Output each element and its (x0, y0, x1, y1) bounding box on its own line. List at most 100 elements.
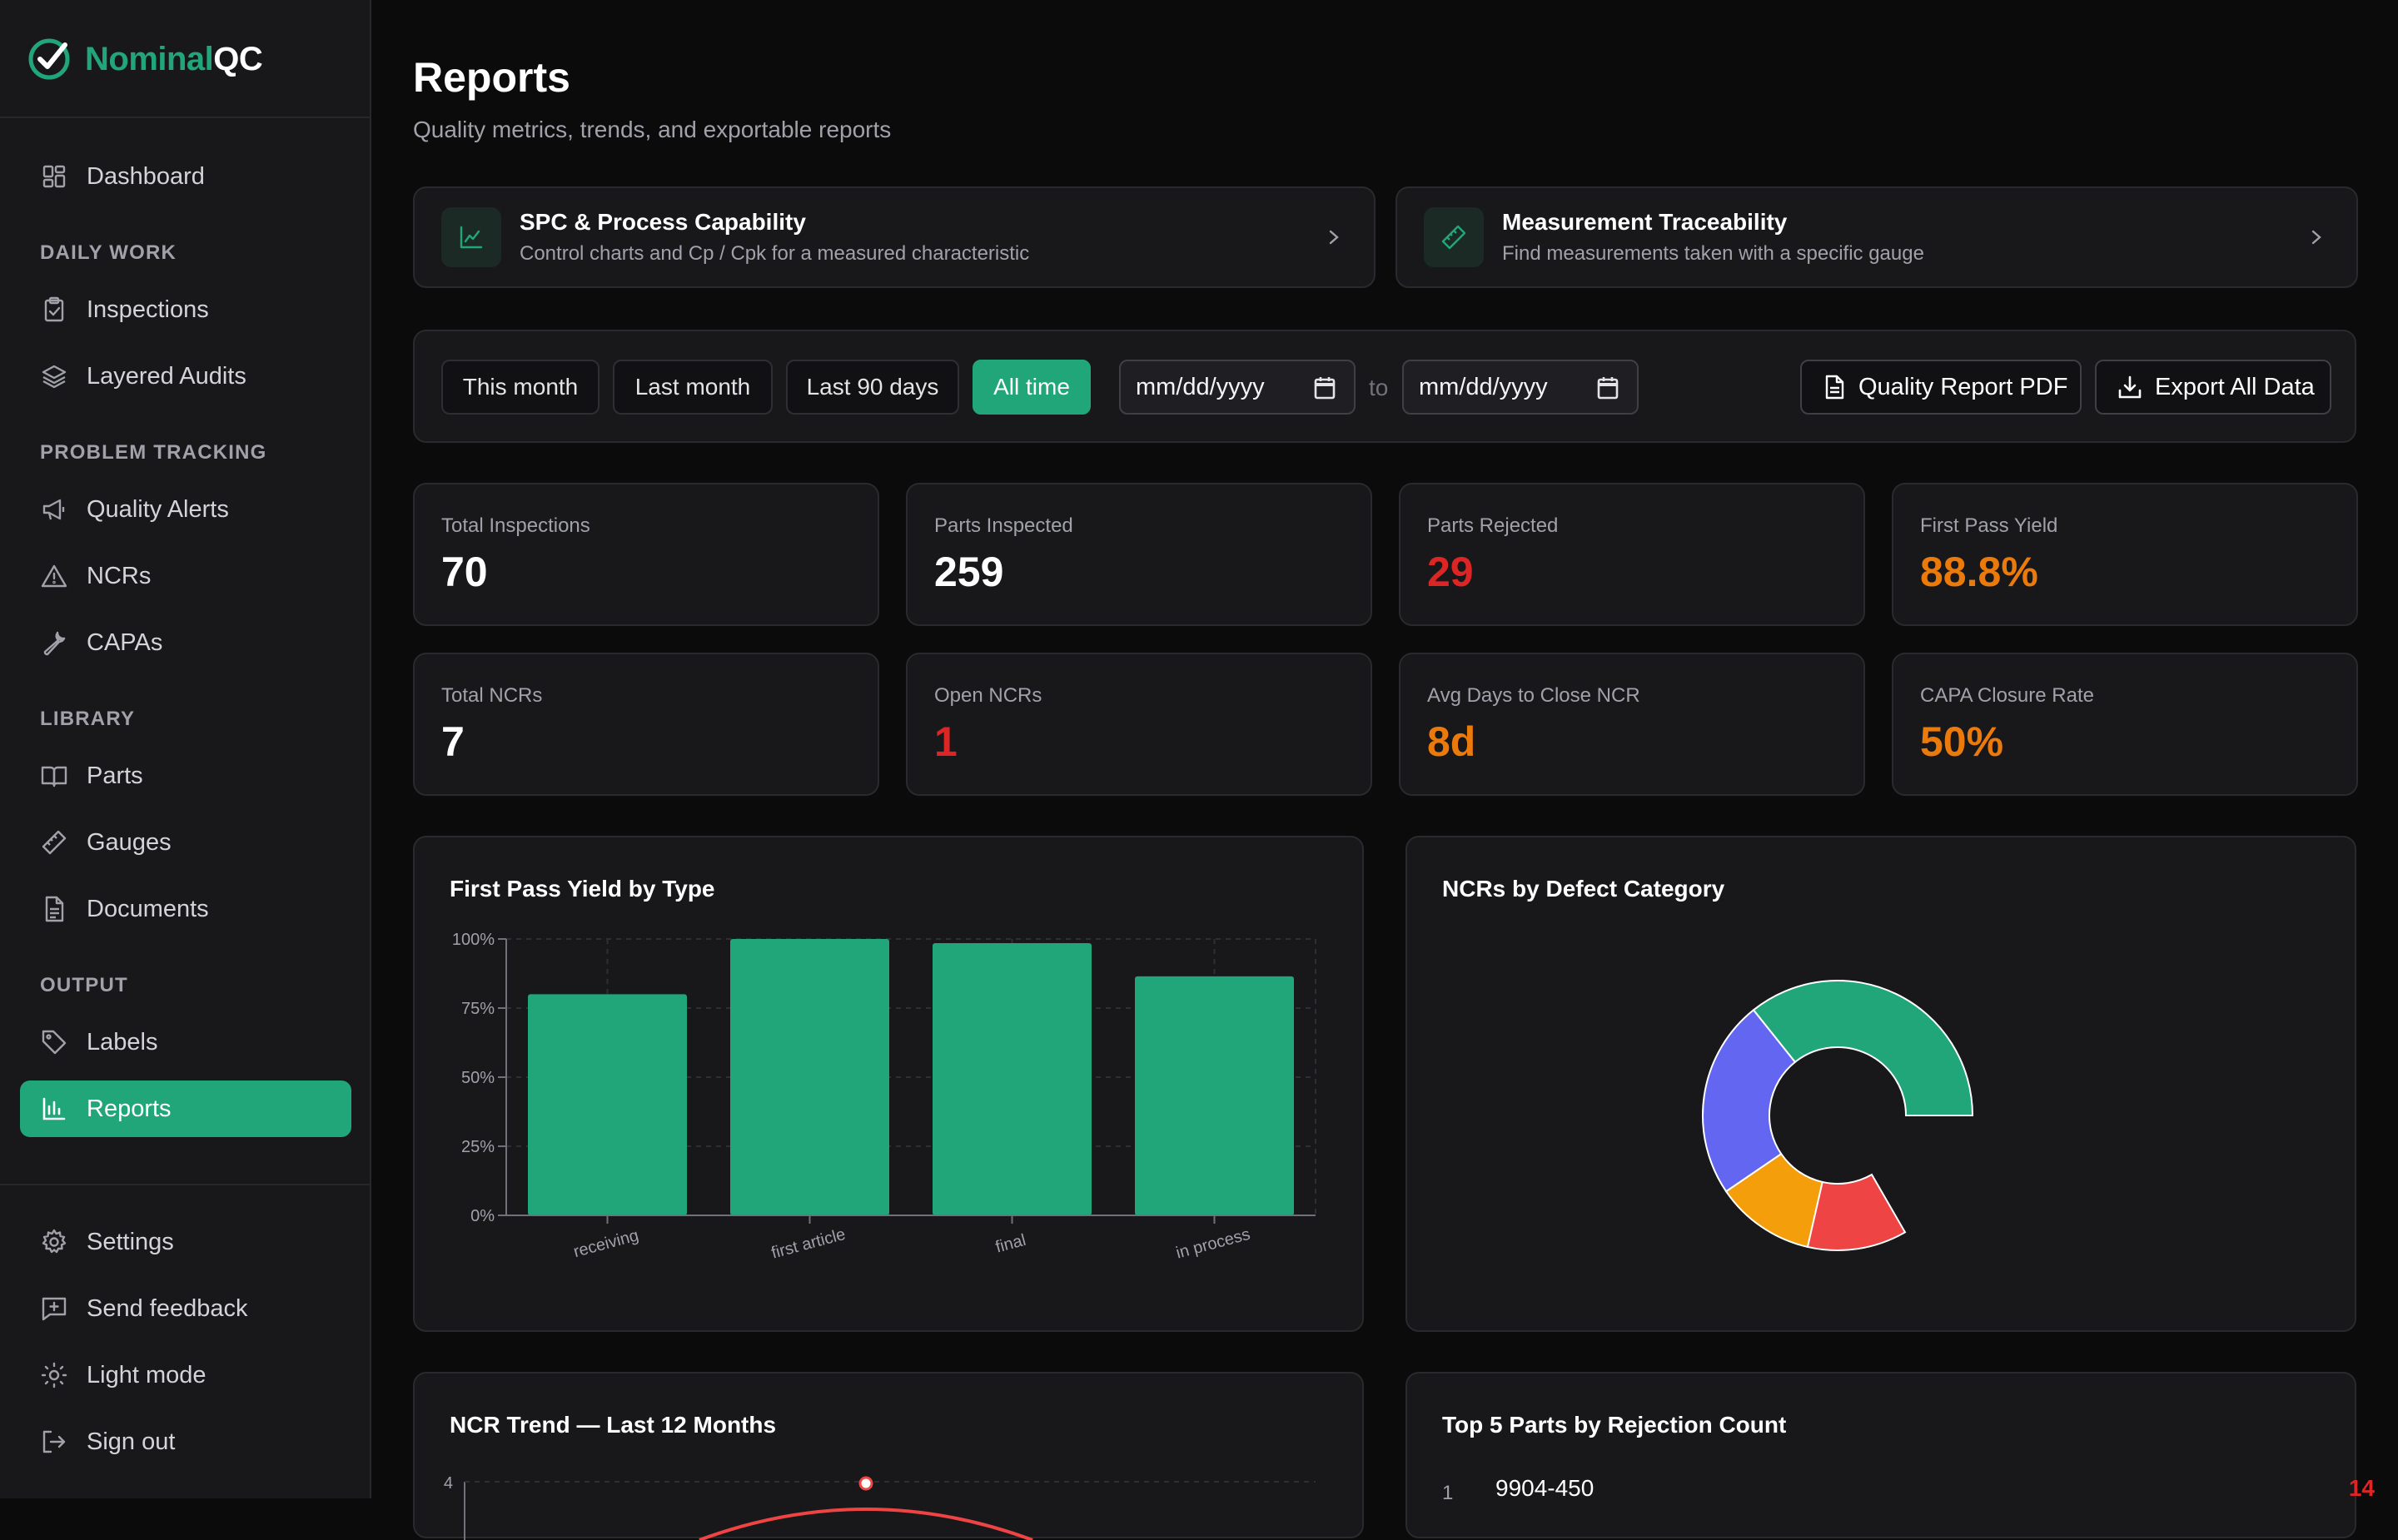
check-circle-logo-icon (27, 37, 72, 82)
filter-bar: This month Last month Last 90 days All t… (413, 330, 2356, 443)
sidebar-item-label: Dashboard (87, 162, 205, 190)
filter-all-time[interactable]: All time (973, 360, 1091, 415)
rank: 1 (1442, 1482, 1454, 1504)
bar-chart-icon (40, 1095, 68, 1123)
sidebar-item-label: NCRs (87, 562, 152, 589)
app-name-part2: QC (213, 40, 263, 77)
stat-total-inspections: Total Inspections 70 (413, 483, 879, 626)
stat-value: 8d (1427, 718, 1476, 765)
sidebar-item-layered-audits[interactable]: Layered Audits (20, 348, 351, 405)
stat-value: 50% (1920, 718, 2004, 765)
ncr-trend-panel: NCR Trend — Last 12 Months 4 (413, 1372, 1364, 1540)
stat-avg-days-to-close: Avg Days to Close NCR 8d (1399, 653, 1865, 796)
chevron-right-icon (2306, 225, 2326, 250)
sidebar-item-labels[interactable]: Labels (20, 1014, 351, 1071)
section-problem-tracking: PROBLEM TRACKING (40, 441, 267, 464)
trend-point (858, 1476, 873, 1491)
stat-total-ncrs: Total NCRs 7 (413, 653, 879, 796)
sidebar-item-label: Labels (87, 1028, 158, 1056)
y-tick-label: 0% (470, 1207, 495, 1225)
sidebar-item-label: Sign out (87, 1428, 176, 1455)
stat-value: 259 (934, 549, 1004, 595)
x-tick-label: final (993, 1231, 1027, 1257)
stat-open-ncrs: Open NCRs 1 (906, 653, 1372, 796)
sidebar-item-documents[interactable]: Documents (20, 881, 351, 937)
stat-label: First Pass Yield (1920, 514, 2058, 537)
date-to-input[interactable]: mm/dd/yyyy (1402, 360, 1639, 415)
quality-report-pdf-button[interactable]: Quality Report PDF (1800, 360, 2082, 415)
sidebar-item-capas[interactable]: CAPAs (20, 614, 351, 671)
filter-last-90-days[interactable]: Last 90 days (786, 360, 959, 415)
stat-value: 7 (441, 718, 465, 765)
sidebar-item-parts[interactable]: Parts (20, 748, 351, 804)
measurement-traceability-card[interactable]: Measurement Traceability Find measuremen… (1396, 186, 2358, 288)
filter-this-month[interactable]: This month (441, 360, 600, 415)
stat-value: 88.8% (1920, 549, 2038, 595)
tag-icon (40, 1028, 68, 1056)
filter-last-month[interactable]: Last month (613, 360, 773, 415)
wrench-icon (40, 628, 68, 657)
stat-label: CAPA Closure Rate (1920, 684, 2094, 707)
stat-parts-inspected: Parts Inspected 259 (906, 483, 1372, 626)
sidebar-item-label: Settings (87, 1228, 174, 1255)
sun-icon (40, 1361, 68, 1389)
sidebar-divider-bottom (0, 1184, 371, 1185)
calendar-icon[interactable] (1595, 375, 1620, 401)
top-parts-panel: Top 5 Parts by Rejection Count 1 9904-45… (1405, 1372, 2375, 1538)
sidebar-item-ncrs[interactable]: NCRs (20, 548, 351, 604)
rejection-count: 14 (2348, 1475, 2375, 1501)
chevron-right-icon (1324, 225, 1344, 250)
brand[interactable]: NominalQC (27, 37, 263, 82)
y-tick-label: 50% (461, 1069, 495, 1087)
y-tick-label: 25% (461, 1138, 495, 1156)
sidebar-item-settings[interactable]: Settings (20, 1214, 351, 1270)
sidebar-item-inspections[interactable]: Inspections (20, 281, 351, 338)
y-tick-label: 4 (444, 1474, 453, 1493)
spc-process-capability-card[interactable]: SPC & Process Capability Control charts … (413, 186, 1376, 288)
app-name-part1: Nominal (85, 40, 214, 77)
date-from-value: mm/dd/yyyy (1136, 373, 1265, 400)
grid-icon (40, 162, 68, 191)
ncr-defect-donut-chart (1702, 980, 1974, 1251)
stat-first-pass-yield: First Pass Yield 88.8% (1892, 483, 2358, 626)
x-tick-label: receiving (571, 1226, 640, 1261)
app-name: NominalQC (85, 40, 263, 78)
spc-description: Control charts and Cp / Cpk for a measur… (520, 242, 1030, 265)
sidebar-item-label: Parts (87, 762, 143, 789)
panel-title: Top 5 Parts by Rejection Count (1442, 1412, 1787, 1438)
sidebar-item-gauges[interactable]: Gauges (20, 814, 351, 871)
stat-value: 29 (1427, 549, 1474, 595)
sidebar: NominalQC Dashboard DAILY WORK Inspectio… (0, 0, 371, 1498)
stat-label: Avg Days to Close NCR (1427, 684, 1640, 707)
sidebar-item-label: Inspections (87, 296, 209, 323)
sidebar-item-sign-out[interactable]: Sign out (20, 1413, 351, 1470)
sidebar-item-reports[interactable]: Reports (20, 1080, 351, 1137)
page-title: Reports (413, 54, 570, 101)
date-from-input[interactable]: mm/dd/yyyy (1119, 360, 1356, 415)
traceability-description: Find measurements taken with a specific … (1502, 242, 1924, 265)
sidebar-item-label: Gauges (87, 828, 172, 856)
export-all-data-button[interactable]: Export All Data (2095, 360, 2331, 415)
ncr-trend-line-chart: 4 (444, 1474, 1316, 1540)
donut-slice-4 (1806, 1173, 1907, 1251)
section-daily-work: DAILY WORK (40, 241, 177, 264)
x-tick-label: in process (1174, 1225, 1252, 1263)
sidebar-item-send-feedback[interactable]: Send feedback (20, 1280, 351, 1337)
sidebar-item-label: Layered Audits (87, 362, 246, 390)
sidebar-item-label: Documents (87, 895, 209, 922)
sidebar-item-dashboard[interactable]: Dashboard (20, 148, 351, 205)
trend-line (699, 1508, 1033, 1540)
traceability-title: Measurement Traceability (1502, 209, 1788, 235)
export-all-data-label: Export All Data (2155, 373, 2315, 400)
sidebar-item-quality-alerts[interactable]: Quality Alerts (20, 481, 351, 538)
line-chart-icon (441, 207, 501, 267)
panel-title: First Pass Yield by Type (450, 876, 715, 902)
sidebar-item-light-mode[interactable]: Light mode (20, 1347, 351, 1403)
megaphone-icon (40, 495, 68, 524)
book-open-icon (40, 762, 68, 790)
donut-slice-1 (1752, 980, 1974, 1116)
stat-label: Parts Inspected (934, 514, 1073, 537)
calendar-icon[interactable] (1312, 375, 1337, 401)
ncr-defect-chart-panel: NCRs by Defect Category (1405, 836, 2356, 1332)
ruler-icon (40, 828, 68, 857)
